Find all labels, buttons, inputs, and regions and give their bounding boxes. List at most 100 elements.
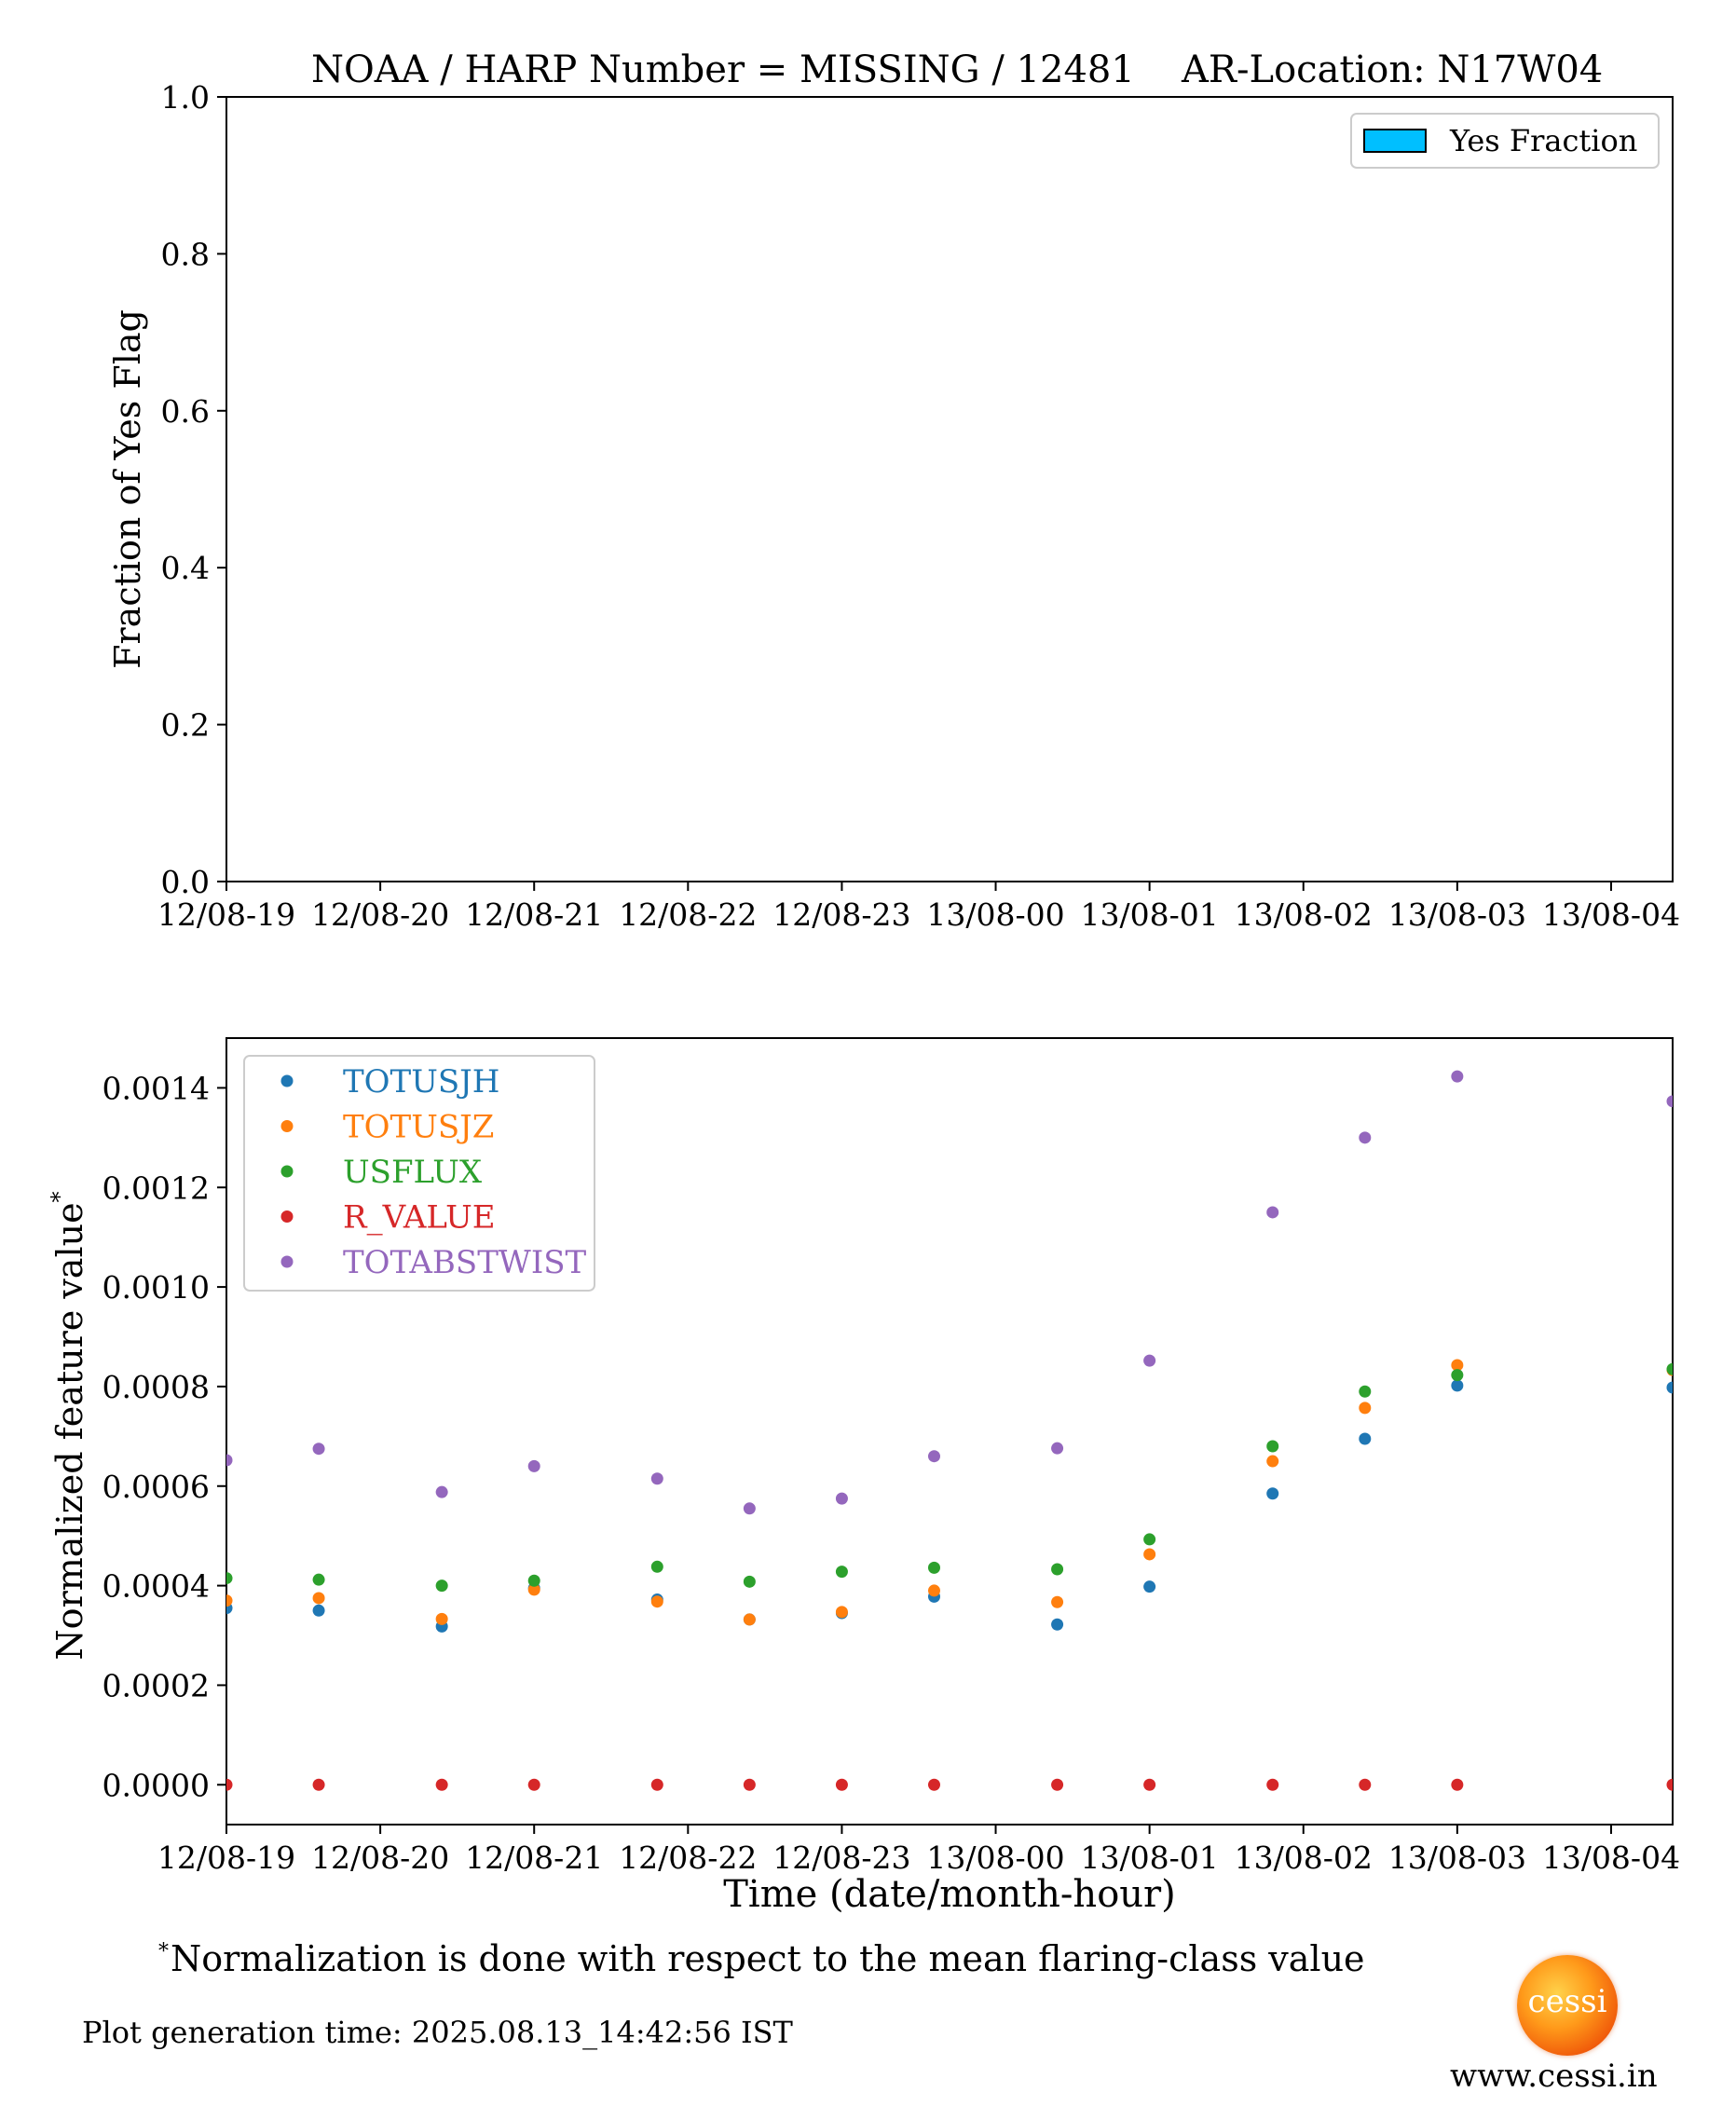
point-usflux <box>1451 1369 1464 1382</box>
bottom-ytick-label: 0.0012 <box>103 1169 210 1206</box>
legend-label-yes-fraction: Yes Fraction <box>1449 123 1637 158</box>
bottom-y-axis-label-mark: * <box>47 1191 73 1202</box>
bottom-legend: TOTUSJH TOTUSJZ USFLUX R_VALUE TOTABSTWIST <box>243 1055 595 1292</box>
top-ytick-label: 0.8 <box>161 236 210 272</box>
top-xtick-label: 12/08-20 <box>311 896 449 933</box>
point-totusjz <box>312 1592 325 1605</box>
point-totusjz <box>1143 1548 1156 1561</box>
yes-fraction-panel: 0.0 0.2 0.4 0.6 0.8 1.0 12/08-19 12/08-20 12/08… <box>107 79 1680 933</box>
point-totabstwist <box>226 1454 233 1467</box>
top-xtick-label: 12/08-19 <box>157 896 295 933</box>
point-totusjh <box>1359 1432 1372 1445</box>
point-totabstwist <box>1451 1070 1464 1083</box>
point-totabstwist <box>743 1502 756 1515</box>
top-xtick-label: 13/08-01 <box>1081 896 1219 933</box>
point-totusjz <box>226 1594 233 1607</box>
normalization-footnote: *Normalization is done with respect to t… <box>158 1938 1365 1979</box>
point-totabstwist <box>1051 1442 1064 1455</box>
legend-label-r-value: R_VALUE <box>343 1199 496 1237</box>
cessi-logo: cessi <box>1517 1955 1618 2056</box>
bottom-ytick-label: 0.0002 <box>103 1667 210 1703</box>
point-totusjz <box>743 1613 756 1626</box>
footnote-text: Normalization is done with respect to th… <box>171 1938 1365 1979</box>
bottom-ytick-label: 0.0000 <box>103 1767 210 1803</box>
point-usflux <box>1666 1362 1673 1375</box>
legend-label-usflux: USFLUX <box>343 1154 483 1191</box>
bottom-legend-box <box>243 1055 595 1292</box>
point-totabstwist <box>1266 1206 1279 1219</box>
point-totusjz <box>1266 1455 1279 1468</box>
top-ytick-label: 0.4 <box>161 550 210 586</box>
point-usflux <box>226 1572 233 1585</box>
bottom-y-axis-label: Normalized feature value* <box>47 1191 90 1660</box>
top-legend-box <box>1350 113 1660 169</box>
top-xtick-label: 13/08-02 <box>1235 896 1373 933</box>
point-totabstwist <box>527 1459 540 1472</box>
bottom-xtick-label: 12/08-19 <box>157 1839 295 1876</box>
top-plot-frame <box>226 96 1674 882</box>
point-usflux <box>743 1575 756 1588</box>
point-usflux <box>1051 1563 1064 1576</box>
point-totusjh <box>1266 1487 1279 1500</box>
point-r-value <box>1143 1778 1156 1791</box>
bottom-xtick-label: 13/08-03 <box>1388 1839 1526 1876</box>
point-totusjz <box>835 1606 848 1619</box>
top-xtick-label: 13/08-04 <box>1542 896 1680 933</box>
top-xtick-label: 12/08-23 <box>772 896 910 933</box>
point-totusjh <box>1051 1618 1064 1631</box>
bottom-xtick-label: 12/08-20 <box>311 1839 449 1876</box>
chart-title-location: AR-Location: N17W04 <box>1181 48 1603 91</box>
website-link[interactable]: www.cessi.in <box>1450 2058 1658 2095</box>
point-r-value <box>1266 1778 1279 1791</box>
point-r-value <box>1451 1778 1464 1791</box>
point-usflux <box>527 1574 540 1587</box>
point-totusjh <box>312 1604 325 1617</box>
legend-swatch-yes-fraction <box>1363 129 1427 153</box>
point-r-value <box>435 1778 448 1791</box>
bottom-xtick-label: 13/08-01 <box>1081 1839 1219 1876</box>
point-usflux <box>1143 1533 1156 1546</box>
point-totusjh <box>1451 1379 1464 1392</box>
point-usflux <box>1266 1440 1279 1453</box>
bottom-ytick-label: 0.0004 <box>103 1568 210 1605</box>
legend-marker-usflux <box>280 1165 294 1178</box>
legend-marker-totabstwist <box>280 1255 294 1268</box>
point-totusjz <box>1359 1402 1372 1415</box>
bottom-xtick-label: 12/08-23 <box>772 1839 910 1876</box>
top-xtick-label: 12/08-22 <box>619 896 757 933</box>
legend-marker-totusjh <box>280 1074 294 1087</box>
top-ytick-label: 0.2 <box>161 707 210 744</box>
top-legend: Yes Fraction <box>1350 113 1660 169</box>
point-totabstwist <box>927 1450 940 1463</box>
point-totusjz <box>527 1583 540 1596</box>
top-ytick-label: 0.6 <box>161 393 210 430</box>
legend-marker-totusjz <box>280 1120 294 1132</box>
top-xtick-label: 13/08-03 <box>1388 896 1526 933</box>
plot-generation-time: Plot generation time: 2025.08.13_14:42:5… <box>82 2015 793 2050</box>
legend-marker-r-value <box>280 1210 294 1223</box>
point-usflux <box>835 1566 848 1579</box>
bottom-xtick-label: 13/08-00 <box>926 1839 1064 1876</box>
legend-label-totabstwist: TOTABSTWIST <box>343 1244 587 1281</box>
point-totabstwist <box>435 1485 448 1498</box>
top-ytick-label: 1.0 <box>161 79 210 116</box>
point-usflux <box>650 1560 663 1573</box>
bottom-xtick-label: 13/08-04 <box>1542 1839 1680 1876</box>
chart-title-harp: NOAA / HARP Number = MISSING / 12481 <box>311 48 1135 91</box>
top-xtick-label: 13/08-00 <box>926 896 1064 933</box>
point-usflux <box>435 1580 448 1593</box>
point-r-value <box>1051 1778 1064 1791</box>
point-totusjz <box>1451 1359 1464 1372</box>
legend-label-totusjz: TOTUSJZ <box>343 1109 494 1146</box>
point-totabstwist <box>835 1492 848 1505</box>
point-totabstwist <box>1666 1095 1673 1108</box>
bottom-ytick-label: 0.0006 <box>103 1469 210 1505</box>
bottom-xtick-label: 12/08-21 <box>465 1839 603 1876</box>
bottom-ytick-label: 0.0008 <box>103 1369 210 1405</box>
bottom-xtick-label: 13/08-02 <box>1235 1839 1373 1876</box>
point-usflux <box>927 1561 940 1574</box>
point-r-value <box>1359 1778 1372 1791</box>
point-r-value <box>835 1778 848 1791</box>
bottom-xtick-label: 12/08-22 <box>619 1839 757 1876</box>
point-totusjz <box>435 1612 448 1625</box>
